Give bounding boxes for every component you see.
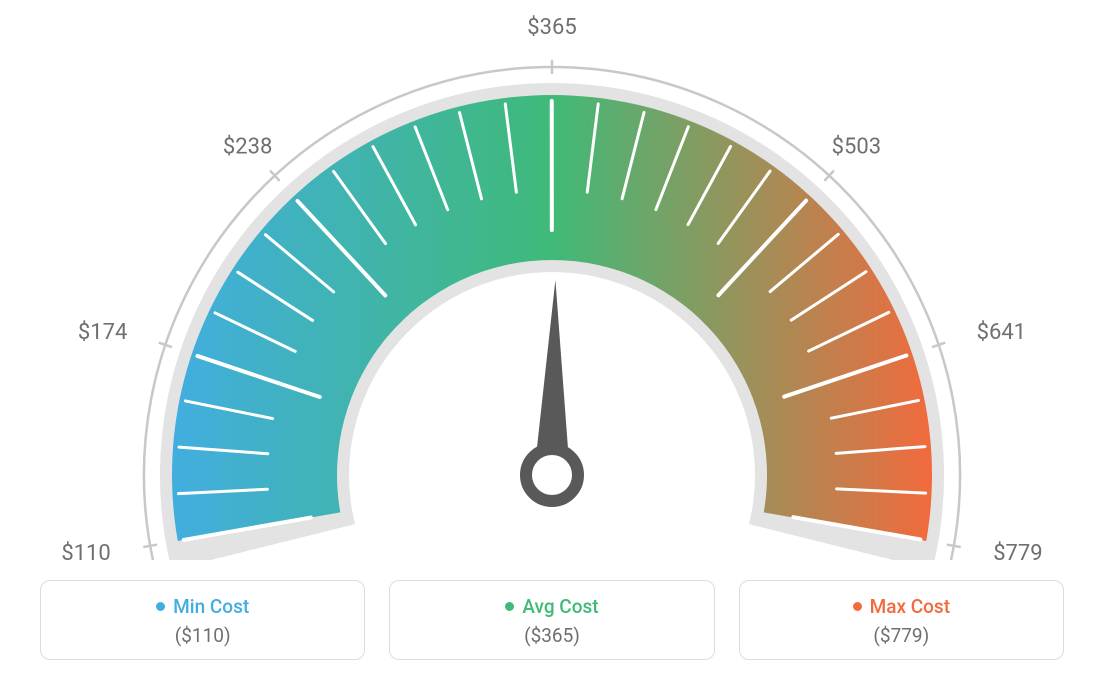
svg-text:$110: $110 [61, 541, 110, 560]
svg-text:$503: $503 [832, 134, 881, 159]
svg-text:$174: $174 [78, 320, 127, 345]
legend-min-label: Min Cost [173, 595, 249, 618]
legend-avg-label: Avg Cost [522, 595, 598, 618]
legend-avg-value: ($365) [400, 624, 703, 647]
svg-text:$365: $365 [527, 15, 576, 40]
legend-card-min: Min Cost ($110) [40, 580, 365, 660]
legend-min-top: Min Cost [51, 595, 354, 618]
svg-text:$238: $238 [223, 134, 272, 159]
legend-card-avg: Avg Cost ($365) [389, 580, 714, 660]
legend-max-label: Max Cost [870, 595, 950, 618]
svg-text:$779: $779 [993, 541, 1042, 560]
legend-row: Min Cost ($110) Avg Cost ($365) Max Cost… [40, 580, 1064, 660]
legend-min-value: ($110) [51, 624, 354, 647]
legend-card-max: Max Cost ($779) [739, 580, 1064, 660]
svg-text:$641: $641 [977, 320, 1026, 345]
gauge-chart: $110 $174 $238 $365 $503 $641 $779 [0, 0, 1104, 560]
dot-min [156, 602, 165, 611]
legend-avg-top: Avg Cost [400, 595, 703, 618]
legend-max-value: ($779) [750, 624, 1053, 647]
legend-max-top: Max Cost [750, 595, 1053, 618]
gauge-svg: $110 $174 $238 $365 $503 $641 $779 [0, 0, 1104, 560]
dot-avg [505, 602, 514, 611]
dot-max [853, 602, 862, 611]
